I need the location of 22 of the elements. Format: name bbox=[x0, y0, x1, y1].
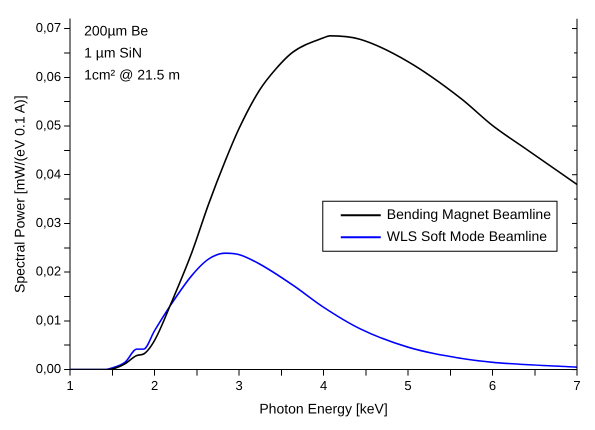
x-tick-label: 3 bbox=[235, 378, 243, 393]
x-tick-label: 5 bbox=[404, 378, 412, 393]
x-tick-label: 7 bbox=[573, 378, 581, 393]
y-tick-label: 0,06 bbox=[36, 68, 62, 84]
y-tick-label: 0,05 bbox=[36, 118, 62, 133]
x-axis-title: Photon Energy [keV] bbox=[259, 400, 388, 416]
legend-label: Bending Magnet Beamline bbox=[386, 206, 552, 222]
x-tick-label: 4 bbox=[320, 378, 328, 393]
y-tick-label: 0,03 bbox=[36, 215, 62, 230]
annotation: 200µm Be bbox=[84, 22, 148, 39]
y-tick-label: 0,00 bbox=[36, 361, 62, 376]
x-tick-label: 6 bbox=[488, 378, 496, 393]
y-axis-title: Spectral Power [mW/(eV 0.1 A)] bbox=[11, 95, 28, 294]
x-tick-label: 2 bbox=[150, 378, 158, 393]
y-tick-label: 0,01 bbox=[36, 312, 62, 328]
y-tick-label: 0,07 bbox=[36, 20, 62, 36]
annotation: 1 µm SiN bbox=[84, 44, 142, 61]
y-tick-label: 0,04 bbox=[36, 166, 62, 182]
x-tick-label: 1 bbox=[66, 378, 74, 393]
legend-label: WLS Soft Mode Beamline bbox=[386, 228, 548, 244]
y-tick-label: 0,02 bbox=[36, 264, 62, 279]
annotation: 1cm² @ 21.5 m bbox=[84, 66, 180, 83]
